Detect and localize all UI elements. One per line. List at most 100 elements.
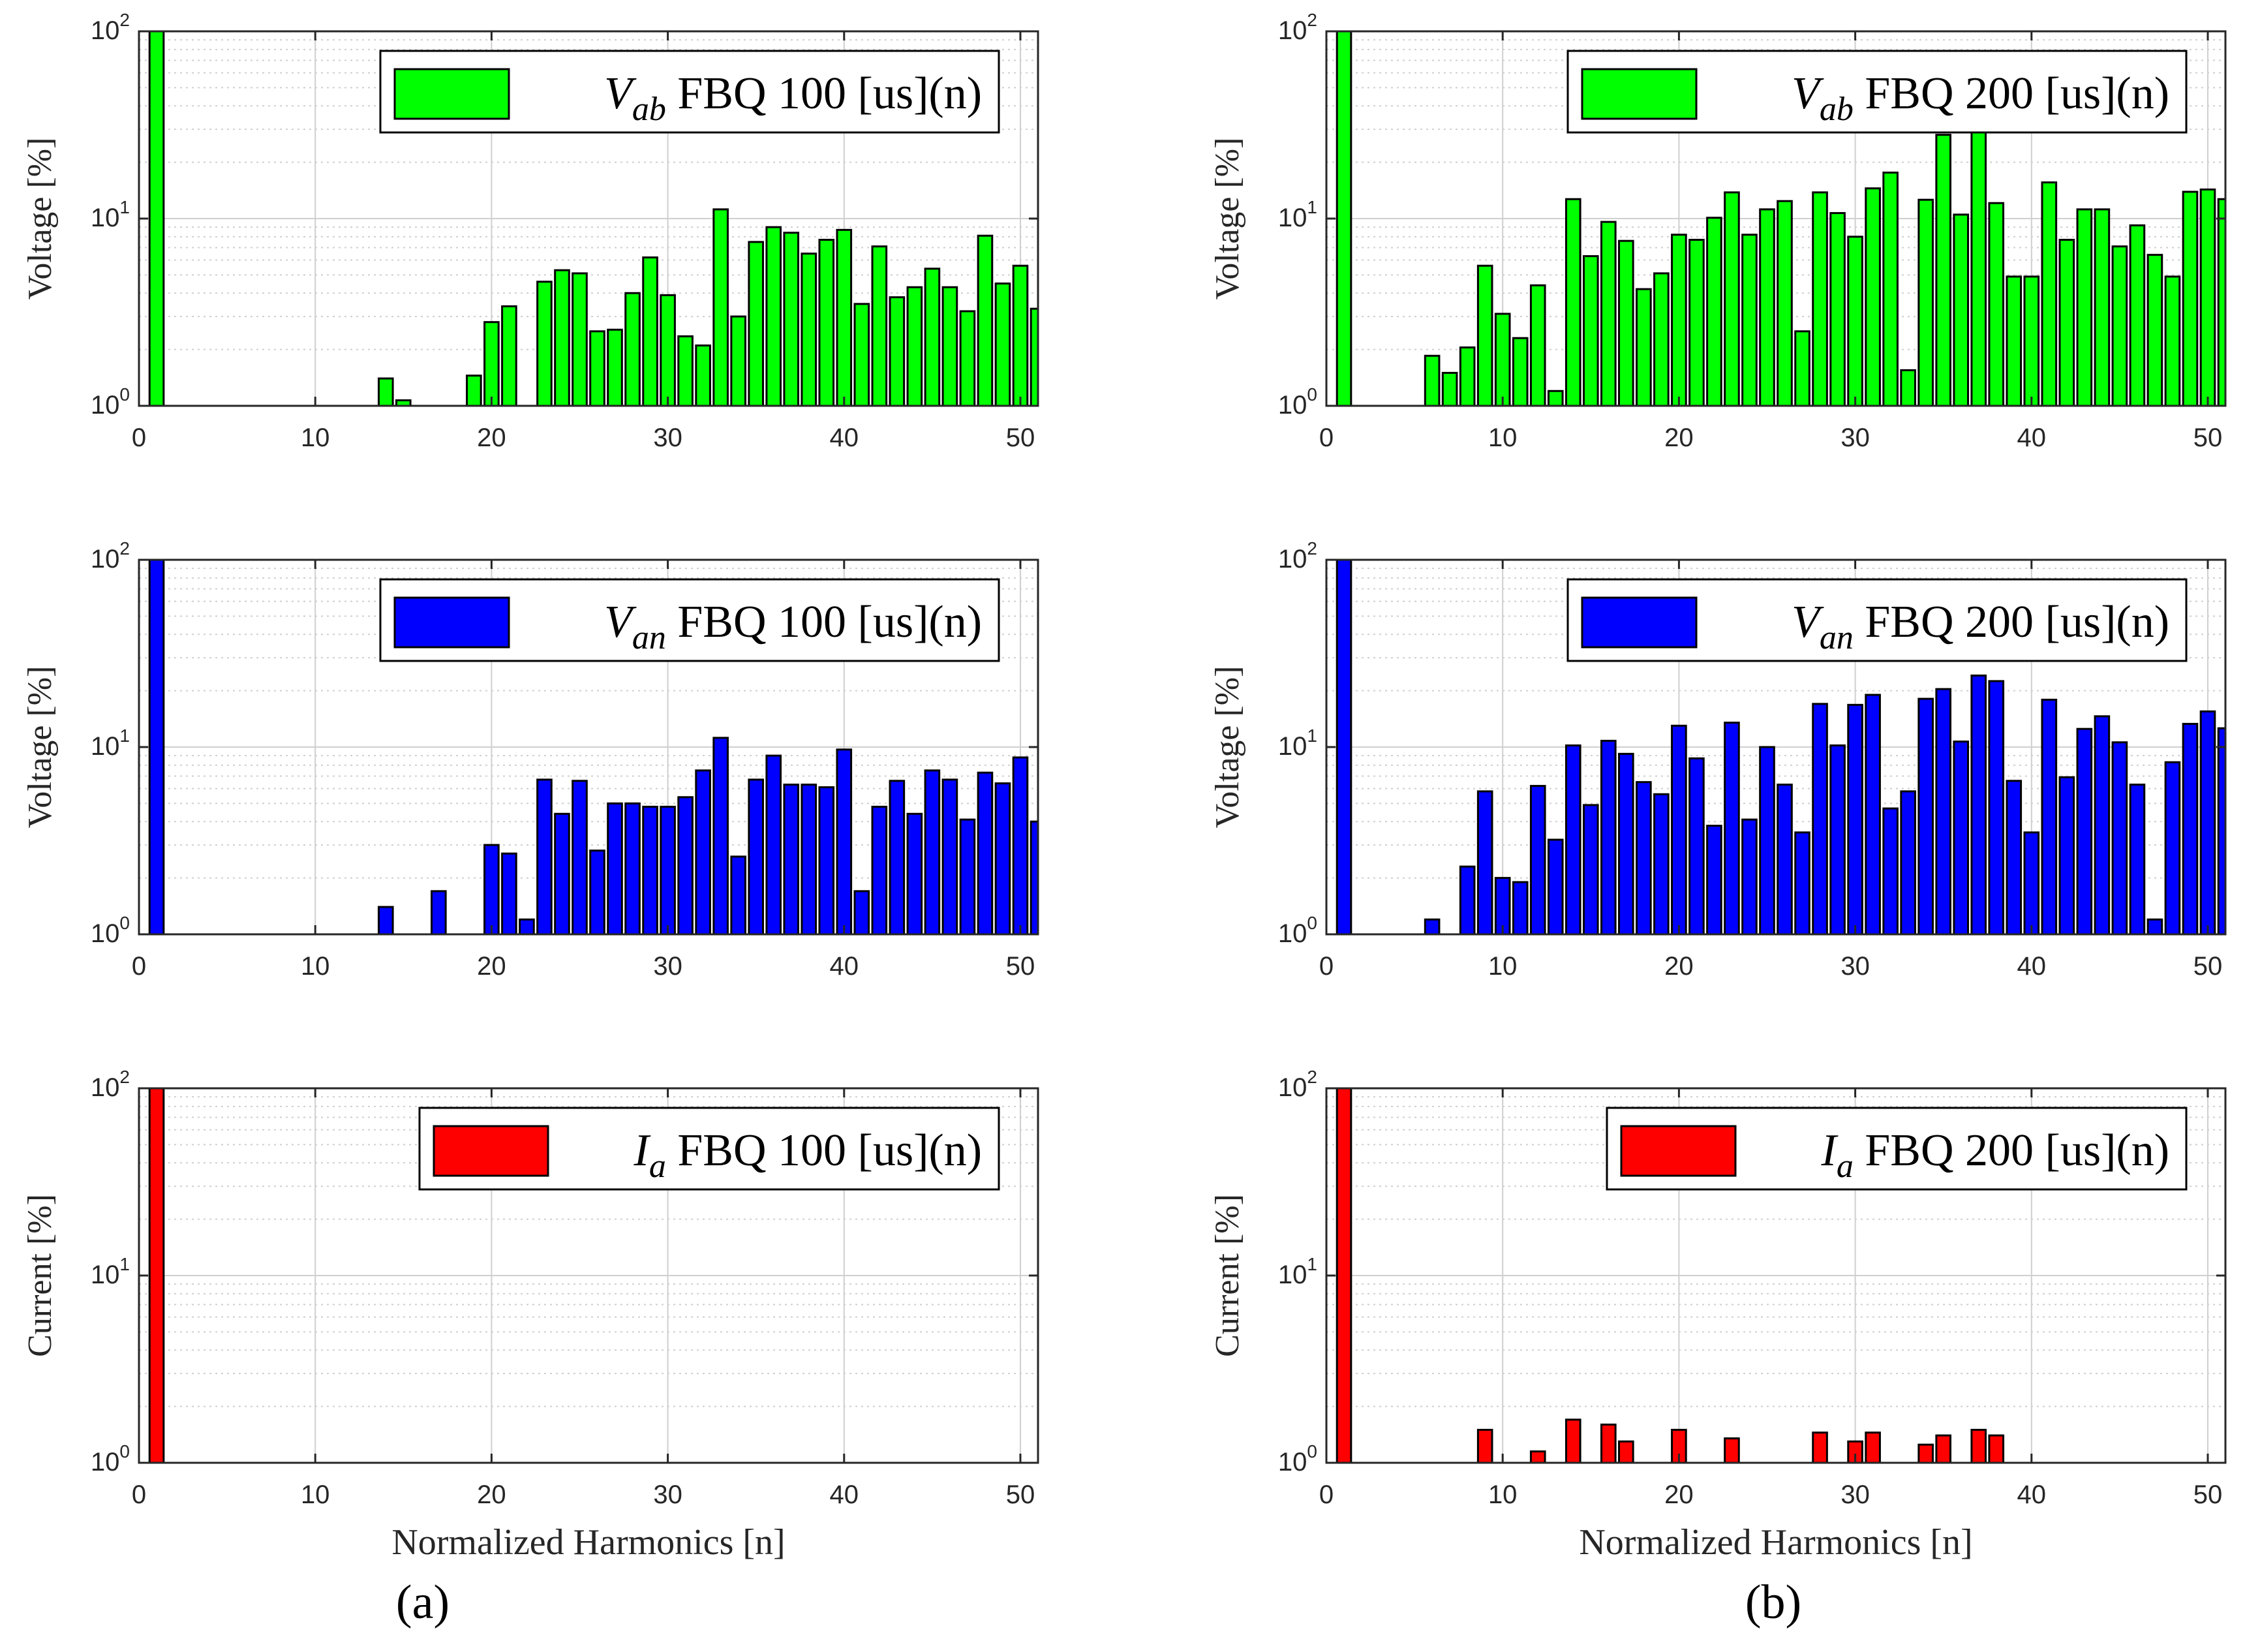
- chart-a-1-x-tick-label: 10: [301, 952, 330, 981]
- chart-a-0-legend: Vab FBQ 100 [us](n): [379, 50, 1000, 134]
- bar-h46: [2129, 784, 2146, 936]
- bar-h20: [1671, 724, 1687, 936]
- bar-h37: [1970, 674, 1987, 936]
- bar-h35: [1935, 688, 1951, 936]
- chart-a-1-y-tick-label: 100: [91, 913, 130, 948]
- bar-h33: [712, 208, 729, 407]
- bar-h19: [1653, 793, 1670, 936]
- bar-h41: [853, 303, 870, 407]
- bar-h37: [1970, 1428, 1987, 1464]
- chart-a-0-y-tick-label: 101: [91, 197, 130, 232]
- bar-h45: [924, 769, 941, 936]
- bar-h50: [2199, 710, 2216, 936]
- chart-a-1-ticks: 0 10 20 30 40 50 100 101 102: [91, 538, 1038, 981]
- bar-h21: [501, 305, 517, 407]
- chart-b-1-legend-label: Van FBQ 200 [us](n): [1792, 597, 2169, 656]
- chart-b-2-ylabel: Current [%]: [1209, 1194, 1246, 1357]
- bar-h11: [1512, 337, 1529, 407]
- bar-h23: [1724, 722, 1740, 936]
- bar-h35: [748, 778, 764, 936]
- bar-h14: [1565, 744, 1581, 936]
- bar-h35: [748, 241, 764, 407]
- bar-h51: [1030, 820, 1039, 936]
- bar-h49: [994, 283, 1011, 407]
- bar-h50: [1012, 264, 1029, 407]
- bar-h35: [1935, 134, 1951, 407]
- chart-a-0-bars: [148, 30, 1039, 407]
- chart-b-1-bars: [1336, 558, 2227, 936]
- bar-h32: [1882, 807, 1899, 936]
- bar-h19: [1653, 272, 1670, 407]
- bar-h33: [1900, 790, 1916, 936]
- chart-a-0-x-tick-label: 10: [301, 423, 330, 452]
- bar-h9: [1476, 1428, 1493, 1464]
- bar-h37: [783, 784, 800, 936]
- bar-h39: [818, 786, 835, 936]
- bar-h34: [1917, 1443, 1934, 1464]
- chart-a-1-x-tick-label: 30: [653, 952, 682, 981]
- bar-h42: [2058, 776, 2075, 936]
- bar-h49: [2182, 722, 2199, 936]
- chart-a-1-y-tick-label: 102: [91, 538, 130, 574]
- bar-h27: [1794, 330, 1810, 407]
- bar-h30: [1847, 703, 1863, 936]
- bar-h43: [2076, 727, 2093, 936]
- bar-h48: [977, 234, 994, 407]
- bar-h18: [1636, 288, 1652, 407]
- chart-b-1-legend-swatch: [1581, 596, 1698, 649]
- bar-h44: [2094, 208, 2111, 407]
- bar-h8: [1459, 865, 1476, 936]
- bar-h31: [677, 335, 694, 407]
- chart-b-0-x-tick-label: 50: [2193, 423, 2223, 452]
- bar-h23: [1724, 191, 1740, 407]
- bar-h10: [1494, 313, 1511, 407]
- bar-h47: [2146, 918, 2163, 936]
- chart-b-1-y-tick-label: 100: [1278, 913, 1317, 948]
- chart-b-2-x-tick-label: 40: [2017, 1480, 2047, 1509]
- bar-h42: [871, 245, 888, 407]
- chart-b-1-y-tick-label: 102: [1278, 538, 1317, 574]
- bar-h27: [607, 802, 623, 936]
- chart-b-2-x-tick-label: 10: [1488, 1480, 1518, 1509]
- chart-a-1-x-tick-label: 40: [830, 952, 859, 981]
- chart-b-1-x-tick-label: 30: [1840, 952, 1870, 981]
- chart-b-2-x-tick-label: 0: [1319, 1480, 1334, 1509]
- chart-b-0: 0 10 20 30 40 50 100 101 102 Voltage [%] Vab FBQ 2…: [1209, 10, 2227, 452]
- bar-h28: [1812, 703, 1828, 936]
- bar-h15: [1582, 804, 1599, 936]
- chart-a-1-legend-swatch: [393, 596, 510, 649]
- bar-h12: [1529, 284, 1546, 407]
- chart-a-2-y-tick-label: 101: [91, 1254, 130, 1289]
- chart-b-0-bars: [1336, 30, 2227, 407]
- bar-h51: [2217, 198, 2227, 407]
- chart-b-1: 0 10 20 30 40 50 100 101 102 Voltage [%] Van FBQ 2…: [1209, 538, 2227, 981]
- chart-a-2-legend: Ia FBQ 100 [us](n): [418, 1107, 1000, 1191]
- bar-h15: [1582, 255, 1599, 407]
- bar-h12: [1529, 785, 1546, 936]
- bar-h31: [1865, 187, 1881, 407]
- bar-h13: [1547, 838, 1564, 936]
- bar-h25: [1759, 746, 1775, 936]
- chart-a-2-x-tick-label: 10: [301, 1480, 330, 1509]
- bar-h34: [730, 855, 746, 936]
- bar-h14: [377, 377, 394, 407]
- chart-b-2-legend: Ia FBQ 200 [us](n): [1606, 1107, 2188, 1191]
- chart-a-0-x-tick-label: 50: [1006, 423, 1035, 452]
- bar-h51: [2217, 727, 2227, 936]
- bar-h16: [1600, 739, 1617, 936]
- bar-h16: [1600, 1423, 1617, 1464]
- chart-a-1-ylabel: Voltage [%]: [22, 666, 59, 829]
- chart-a-2-x-tick-label: 50: [1006, 1480, 1035, 1509]
- bar-h6: [1424, 354, 1441, 407]
- bar-h44: [2094, 715, 2111, 936]
- chart-b-1-x-tick-label: 50: [2193, 952, 2223, 981]
- chart-a-0-x-tick-label: 0: [132, 423, 146, 452]
- chart-a-1-x-tick-label: 20: [477, 952, 506, 981]
- bar-h41: [853, 890, 870, 936]
- chart-b-0-x-tick-label: 10: [1488, 423, 1518, 452]
- bar-h20: [1671, 234, 1687, 407]
- bar-h1: [148, 1087, 165, 1464]
- bar-h47: [959, 310, 976, 407]
- chart-b-1-x-tick-label: 10: [1488, 952, 1518, 981]
- chart-b-0-x-tick-label: 30: [1840, 423, 1870, 452]
